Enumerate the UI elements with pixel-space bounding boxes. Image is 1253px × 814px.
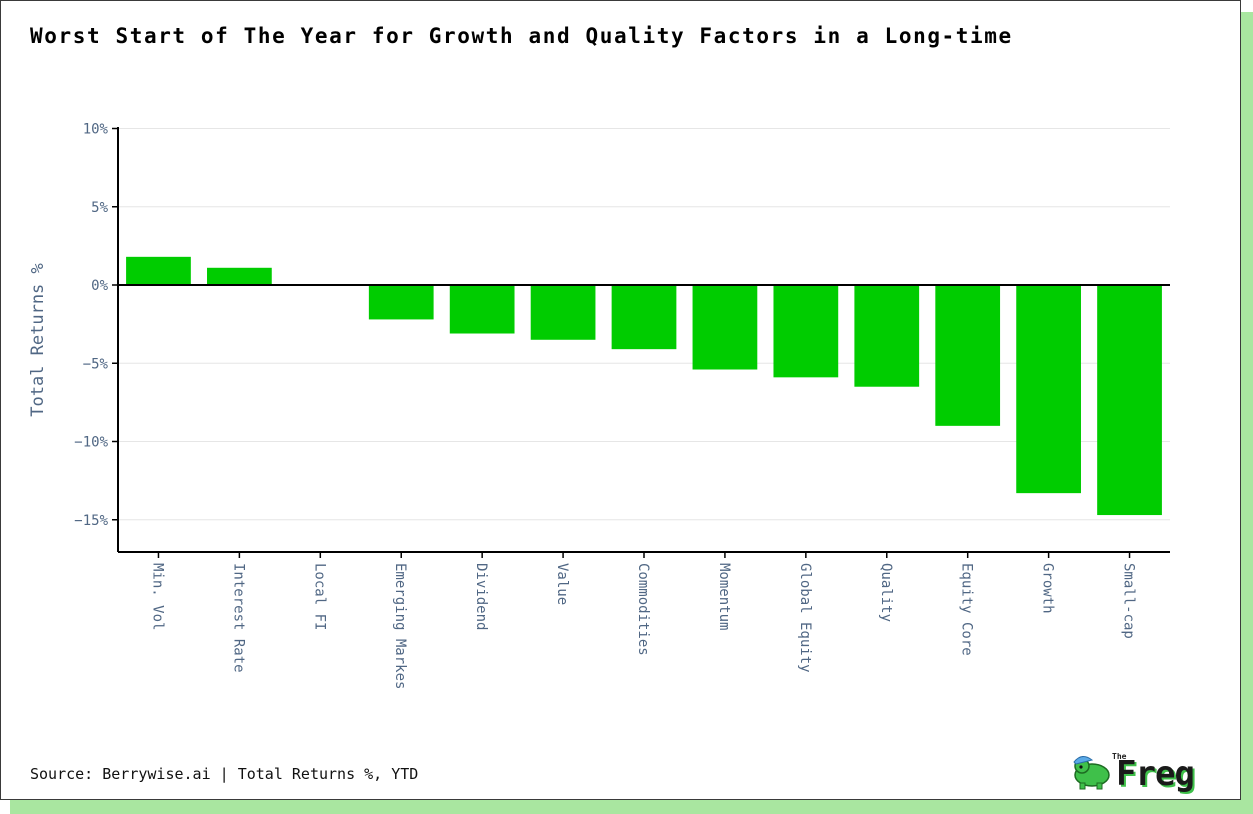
bar bbox=[126, 256, 191, 285]
x-tick-label: Momentum bbox=[716, 563, 732, 630]
source-note: Source: Berrywise.ai | Total Returns %, … bbox=[30, 765, 419, 783]
y-tick-label: −15% bbox=[74, 513, 108, 529]
bar bbox=[449, 285, 515, 334]
y-tick-label: 10% bbox=[83, 122, 109, 138]
logo-small-text: The bbox=[1112, 752, 1127, 761]
y-tick-labels: 10% 5% 0% −5% −10% −15% bbox=[74, 122, 108, 529]
bar bbox=[1016, 285, 1081, 494]
x-tick-label: Emerging Markes bbox=[392, 563, 408, 689]
x-tick-label: Equity Core bbox=[959, 563, 975, 656]
bar bbox=[935, 285, 1001, 426]
bar bbox=[611, 285, 677, 350]
y-axis-label: Total Returns % bbox=[28, 263, 48, 417]
x-tick-labels: Min. Vol Interest Rate Local FI Emerging Ma… bbox=[149, 563, 1136, 689]
y-tick-label: −5% bbox=[83, 356, 109, 372]
x-tick-label: Value bbox=[554, 563, 570, 605]
x-tick-label: Small-cap bbox=[1121, 563, 1137, 639]
bar bbox=[854, 285, 920, 387]
bar bbox=[368, 285, 434, 320]
bar bbox=[1097, 285, 1162, 516]
x-tick-label: Local FI bbox=[311, 563, 327, 630]
y-tick-label: −10% bbox=[74, 435, 108, 451]
chart-title: Worst Start of The Year for Growth and Q… bbox=[30, 24, 1013, 48]
bar bbox=[530, 285, 596, 340]
axes bbox=[112, 127, 1170, 558]
logo-wordmark: Freg bbox=[1116, 754, 1195, 794]
x-tick-label: Min. Vol bbox=[149, 563, 165, 630]
bar bbox=[207, 267, 272, 285]
bar bbox=[692, 285, 758, 370]
y-tick-label: 0% bbox=[91, 278, 108, 294]
x-tick-label: Dividend bbox=[473, 563, 489, 630]
frog-logo-icon bbox=[1073, 756, 1110, 790]
x-tick-label: Quality bbox=[878, 563, 894, 622]
x-tick-label: Growth bbox=[1040, 563, 1056, 614]
x-tick-label: Commodities bbox=[635, 563, 651, 656]
bar bbox=[773, 285, 839, 378]
bars bbox=[126, 256, 1162, 516]
y-tick-label: 5% bbox=[91, 200, 108, 216]
x-tick-label: Global Equity bbox=[797, 563, 813, 673]
x-tick-label: Interest Rate bbox=[230, 563, 246, 673]
